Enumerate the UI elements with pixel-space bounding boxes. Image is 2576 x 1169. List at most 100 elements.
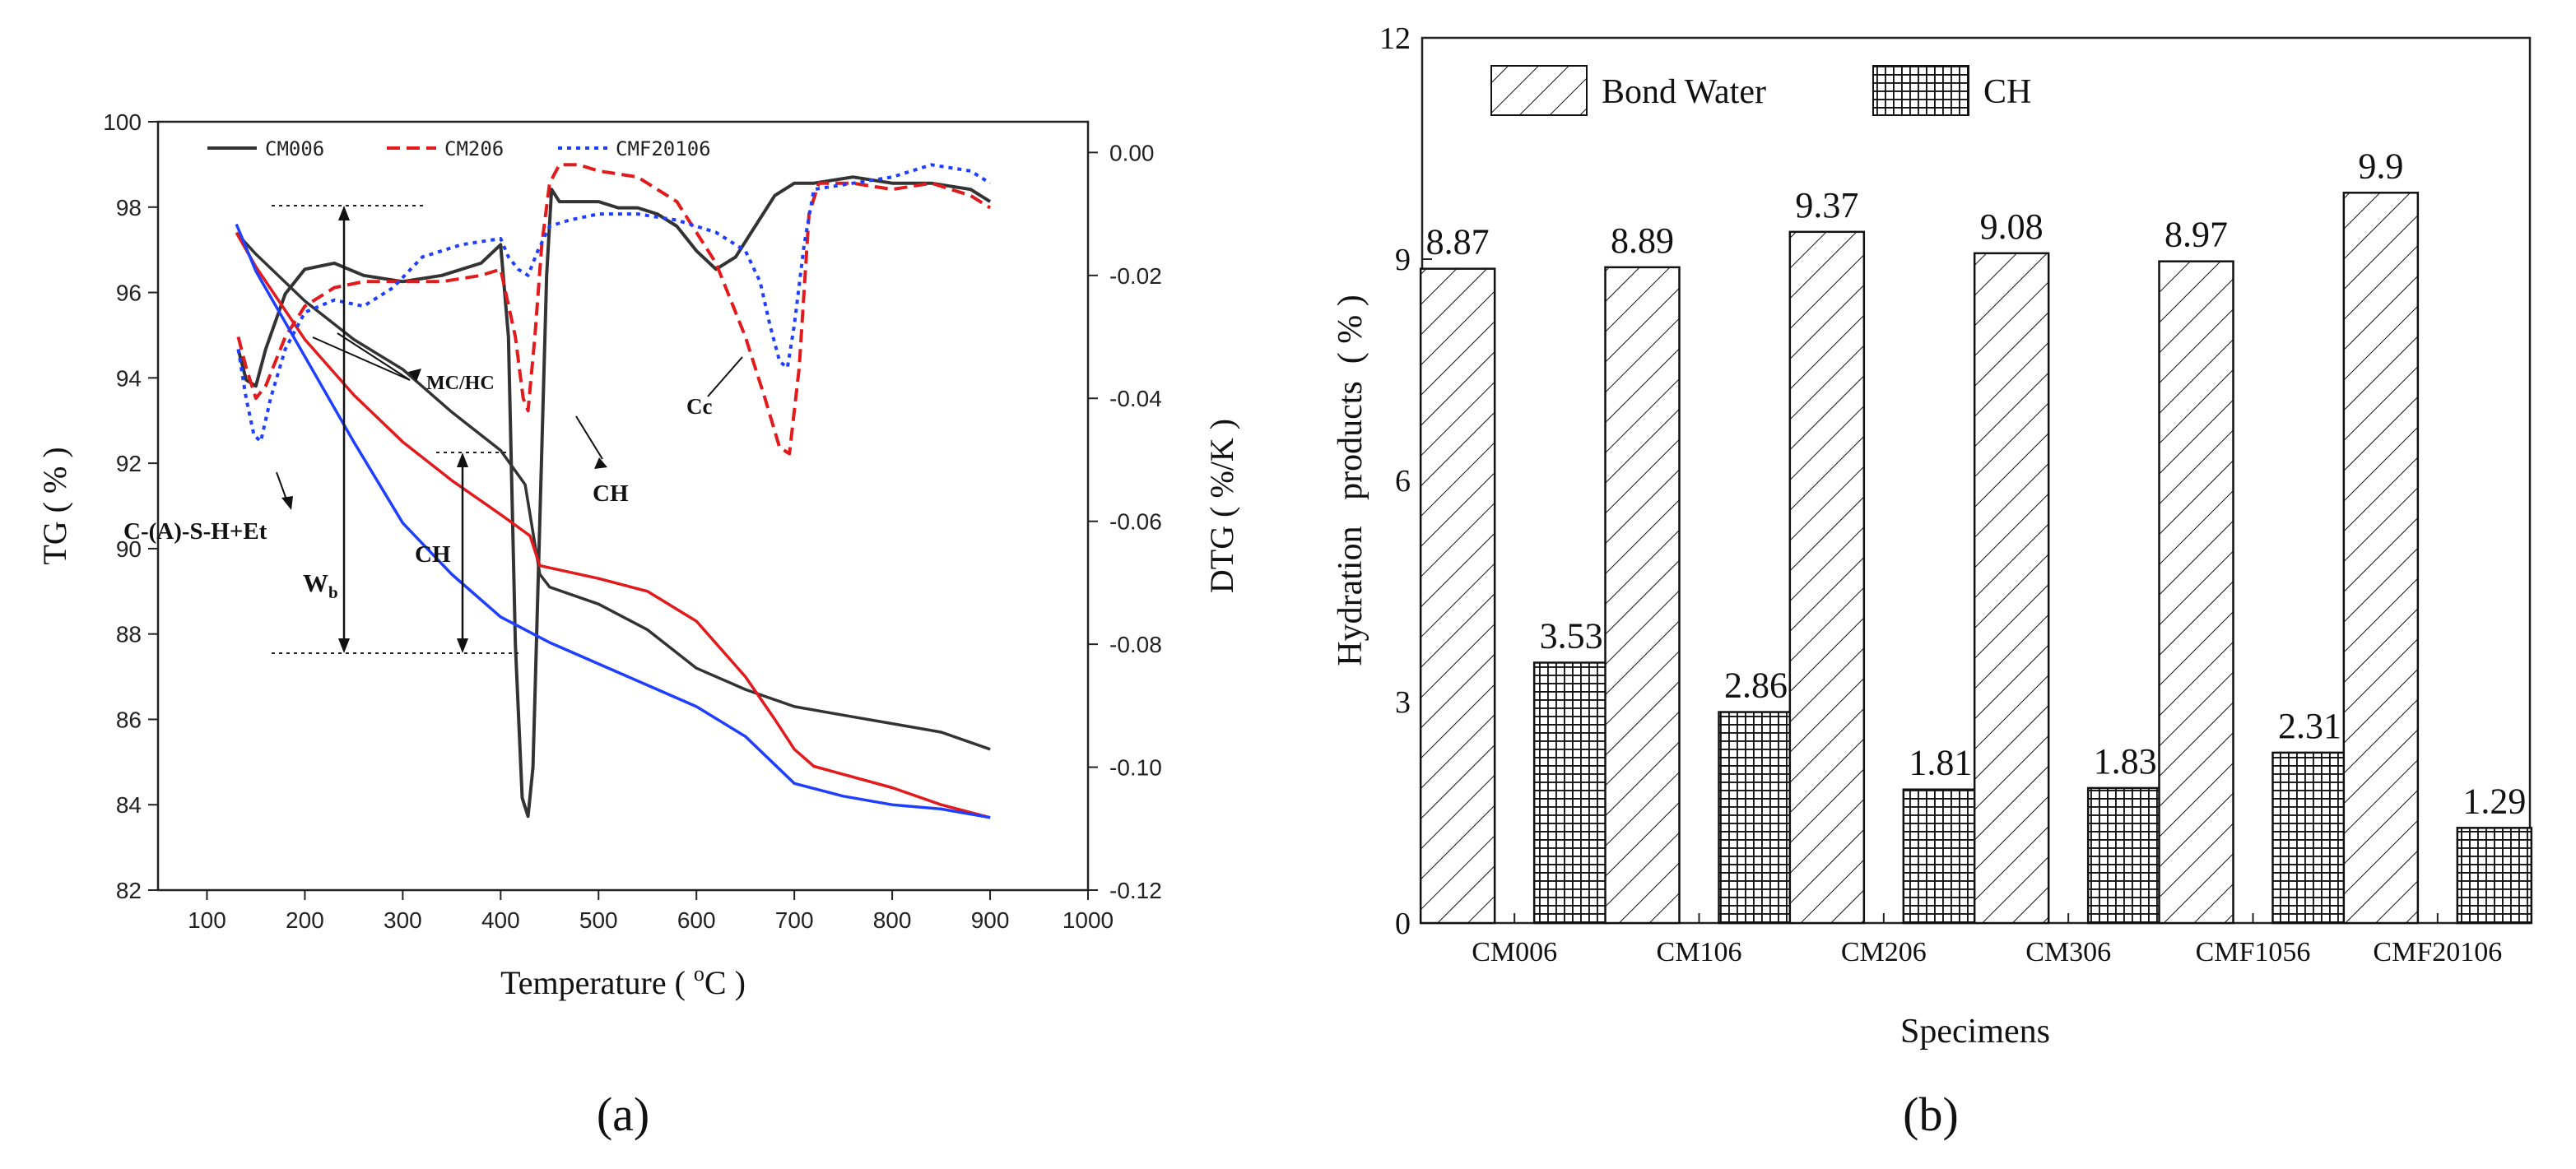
b-x-tick-label: CMF1056	[2196, 937, 2311, 967]
a-x-tick-label: 200	[286, 907, 324, 933]
bar-bond-water-cm206	[1788, 230, 1866, 925]
a-x-tick-label: 300	[384, 907, 422, 933]
annotation-cc: Cc	[686, 394, 712, 419]
ch-mass-loss-arrow	[457, 452, 468, 653]
panel-b-y-axis-title: Hydration products ( % )	[1332, 295, 1369, 666]
annotation-arrows	[276, 332, 743, 500]
annotation-arrowheads	[281, 369, 607, 510]
dtg-curve-cmf20106	[236, 163, 992, 443]
annotation-wb: Wb	[303, 568, 338, 602]
bar-bond-water-cmf20106	[2342, 192, 2420, 925]
a-left-y-tick-label: 90	[116, 536, 142, 562]
b-x-tick-label: CMF20106	[2373, 937, 2502, 967]
bar-ch-cmf1056	[2271, 751, 2348, 925]
annotation-mc-hc: MC/HC	[426, 373, 495, 394]
bar-value-label: 9.9	[2358, 146, 2403, 186]
annotation-csh-et: C-(A)-S-H+Et	[123, 518, 267, 545]
tg-curve-cmf20106	[235, 223, 991, 819]
panel-a-left-y-axis-title: TG ( % )	[36, 447, 73, 564]
bar-value-label: 9.37	[1795, 185, 1858, 225]
annotation-wb-main: W	[303, 568, 328, 597]
x-title-main: Temperature (	[500, 964, 694, 1001]
bar-ch-cm106	[1718, 711, 1794, 925]
a-x-tick-label: 400	[481, 907, 520, 933]
a-left-y-tick-label: 88	[116, 622, 142, 647]
legend-label-cm006: CM006	[265, 137, 324, 160]
bar-bond-water-cm106	[1604, 266, 1681, 925]
annotation-wb-subscript: b	[328, 582, 338, 602]
a-right-y-tick-label: -0.12	[1109, 878, 1162, 903]
legend-label-cmf20106: CMF20106	[616, 137, 711, 160]
bar-value-label: 2.86	[1724, 666, 1788, 706]
a-x-tick-label: 600	[677, 907, 716, 933]
a-left-y-tick-label: 100	[103, 109, 142, 135]
a-right-y-tick-label: -0.08	[1109, 632, 1162, 657]
wb-arrow	[338, 206, 350, 653]
legend-label-cm206: CM206	[444, 137, 504, 160]
bar-ch-cm206	[1902, 788, 1979, 925]
bar-ch-cm006	[1532, 661, 1610, 925]
a-right-y-tick-label: -0.06	[1109, 509, 1162, 535]
annotation-ch-mass-loss: CH	[415, 541, 451, 568]
annotation-ch-peak: CH	[593, 480, 629, 507]
bar-bond-water-cm006	[1419, 267, 1496, 925]
b-y-tick-label: 6	[1395, 464, 1411, 499]
a-x-tick-label: 1000	[1062, 907, 1114, 933]
b-y-tick-label: 3	[1395, 685, 1411, 720]
bar-value-label: 2.31	[2278, 706, 2341, 746]
panel-a-caption: (a)	[597, 1088, 649, 1141]
legend-swatch-ch	[1872, 65, 1969, 116]
a-left-y-tick-label: 92	[116, 451, 142, 476]
panel-b-legend: Bond Water CH	[1490, 65, 2031, 116]
bar-bond-water-cm306	[1973, 252, 2050, 925]
bar-value-label: 1.83	[2094, 741, 2157, 782]
panel-b-x-axis-title: Specimens	[1900, 1013, 2050, 1051]
b-y-tick-label: 0	[1395, 907, 1411, 941]
a-x-tick-label: 100	[188, 907, 226, 933]
panel-b-chart: 0 3 6 9 12 CM006 CM106 CM206 CM306 CMF1056 CMF2010…	[1332, 21, 2533, 1141]
dtg-curve-cm206	[236, 163, 992, 456]
bar-ch-cmf20106	[2456, 827, 2533, 925]
a-x-tick-label: 700	[775, 907, 814, 933]
panel-a-right-y-axis-title: DTG ( %/K )	[1203, 419, 1240, 593]
panel-a-x-axis-title: Temperature ( oC )	[500, 962, 746, 1001]
a-right-y-tick-label: -0.10	[1109, 755, 1162, 781]
a-left-y-tick-label: 96	[116, 281, 142, 306]
b-x-tick-label: CM006	[1472, 937, 1557, 967]
a-left-y-tick-label: 98	[116, 195, 142, 220]
a-x-tick-label: 900	[971, 907, 1010, 933]
b-y-tick-label: 12	[1379, 21, 1411, 56]
a-x-tick-label: 500	[579, 907, 618, 933]
legend-swatch-bond-water	[1490, 65, 1588, 116]
bar-value-label: 1.81	[1909, 743, 1972, 783]
bar-value-label: 8.89	[1611, 220, 1674, 261]
a-x-tick-label: 800	[873, 907, 912, 933]
panel-a-chart: 100 200 300 400 500 600 700 800 900 1000 82 84 86 88 9…	[36, 109, 1240, 1141]
a-left-y-tick-label: 84	[116, 792, 142, 818]
b-x-tick-label: CM306	[2025, 937, 2111, 967]
legend-label-bond-water: Bond Water	[1602, 73, 1766, 111]
bar-value-label: 9.08	[1980, 206, 2044, 247]
a-left-y-tick-label: 82	[116, 878, 142, 903]
x-title-degree: o	[694, 962, 704, 986]
bar-value-label: 3.53	[1540, 615, 1603, 656]
legend-label-ch: CH	[1983, 73, 2031, 111]
panel-a-frame	[156, 120, 1090, 892]
bar-value-label: 8.97	[2164, 215, 2228, 255]
b-x-tick-label: CM106	[1657, 937, 1742, 967]
a-right-y-tick-label: 0.00	[1109, 140, 1155, 165]
bar-bond-water-cmf1056	[2158, 260, 2234, 925]
a-left-y-tick-label: 86	[116, 707, 142, 732]
x-title-unit: C )	[704, 964, 746, 1001]
a-right-y-tick-label: -0.04	[1109, 386, 1162, 411]
panel-b-caption: (b)	[1903, 1088, 1959, 1141]
a-right-y-tick-label: -0.02	[1109, 263, 1162, 289]
bar-value-label: 8.87	[1426, 222, 1490, 262]
panel-a-legend: CM006 CM206 CMF20106	[207, 137, 711, 160]
tg-curve-cm206	[235, 232, 991, 819]
bar-ch-cm306	[2086, 786, 2164, 925]
bar-value-label: 1.29	[2462, 781, 2526, 821]
a-left-y-tick-label: 94	[116, 365, 142, 391]
b-x-tick-label: CM206	[1841, 937, 1927, 967]
